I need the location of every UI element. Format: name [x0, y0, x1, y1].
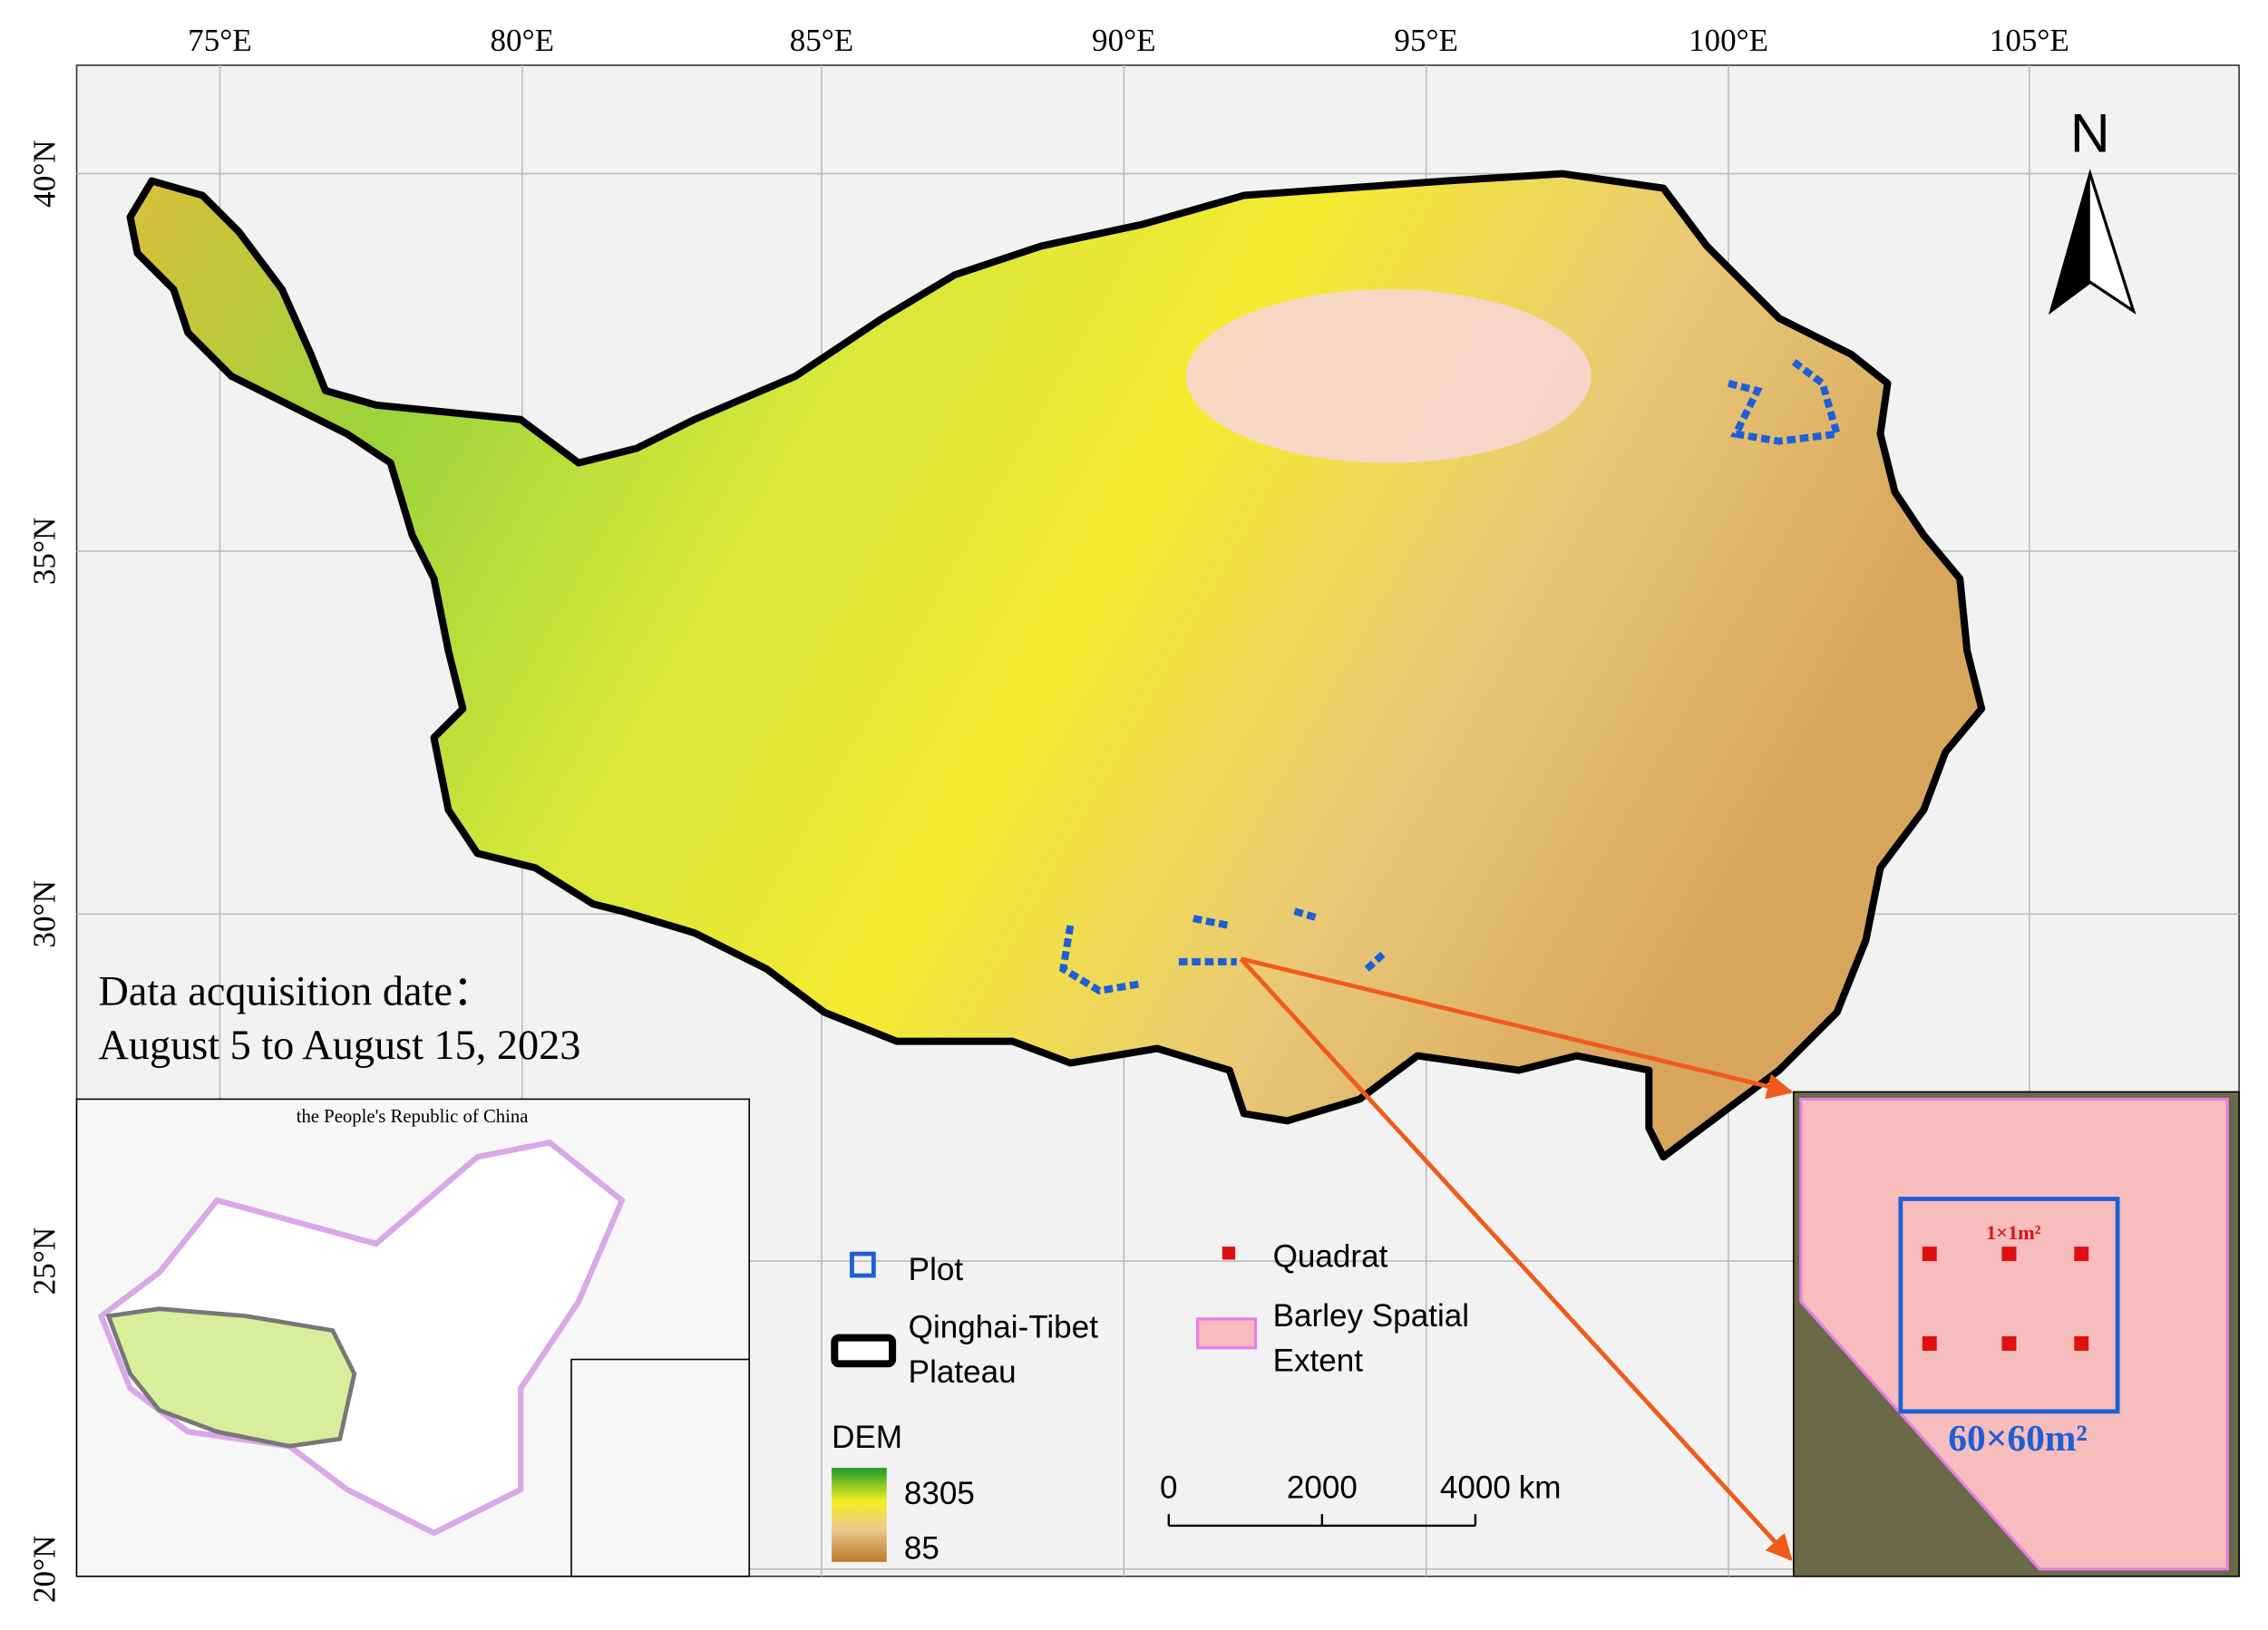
quadrats	[1922, 1247, 2089, 1351]
lon-label: 85°E	[790, 23, 854, 58]
lon-label: 75°E	[188, 23, 252, 58]
scale-label: 2000	[1287, 1470, 1358, 1506]
lat-label: 20°N	[27, 1536, 63, 1603]
legend-quadrat: Quadrat	[1273, 1238, 1388, 1274]
lon-label: 100°E	[1689, 23, 1768, 58]
china-inset-title: the People's Republic of China	[297, 1107, 529, 1127]
lat-label: 25°N	[27, 1227, 63, 1295]
quadrat-size: 1×1m²	[1986, 1221, 2041, 1244]
plot-box	[1898, 1197, 2120, 1414]
scale-unit: km	[1519, 1470, 1562, 1506]
south-sea-inset	[570, 1358, 751, 1577]
lat-label: 30°N	[27, 880, 63, 947]
legend-dem-max: 8305	[904, 1476, 975, 1511]
legend-dem-ramp	[832, 1468, 887, 1562]
legend-plateau: Qinghai-Tibet	[909, 1310, 1099, 1345]
scale-label: 0	[1160, 1470, 1178, 1506]
legend-plateau: Plateau	[909, 1354, 1017, 1390]
desert-basin	[1185, 289, 1591, 463]
barley-extent	[1799, 1097, 2229, 1571]
legend-barley: Extent	[1273, 1343, 1364, 1378]
china-plateau	[105, 1306, 357, 1449]
legend-quadrat-swatch	[1222, 1247, 1236, 1260]
plot-size: 60×60m²	[1948, 1417, 2088, 1459]
legend-plot-swatch	[850, 1251, 876, 1278]
lat-label: 40°N	[27, 140, 63, 207]
north-arrow	[2048, 169, 2137, 315]
date-range: August 5 to August 15, 2023	[98, 1023, 580, 1069]
legend-plateau-swatch	[831, 1334, 897, 1368]
lon-label: 105°E	[1990, 23, 2069, 58]
legend-barley-swatch	[1196, 1317, 1258, 1350]
legend-dem-min: 85	[904, 1531, 939, 1567]
lon-label: 95°E	[1394, 23, 1458, 58]
plots	[1058, 358, 1842, 994]
legend-plot: Plot	[909, 1252, 964, 1287]
legend-dem-title: DEM	[832, 1420, 902, 1455]
arrow	[1239, 957, 1793, 1561]
scale-label: 4000	[1440, 1470, 1511, 1506]
lon-label: 80°E	[491, 23, 555, 58]
legend-barley: Barley Spatial	[1273, 1298, 1469, 1334]
arrow	[1240, 956, 1794, 1100]
north-label: N	[2070, 102, 2110, 164]
lat-label: 35°N	[27, 518, 63, 585]
lon-label: 90°E	[1092, 23, 1156, 58]
date-label: Data acquisition date：	[98, 969, 494, 1015]
